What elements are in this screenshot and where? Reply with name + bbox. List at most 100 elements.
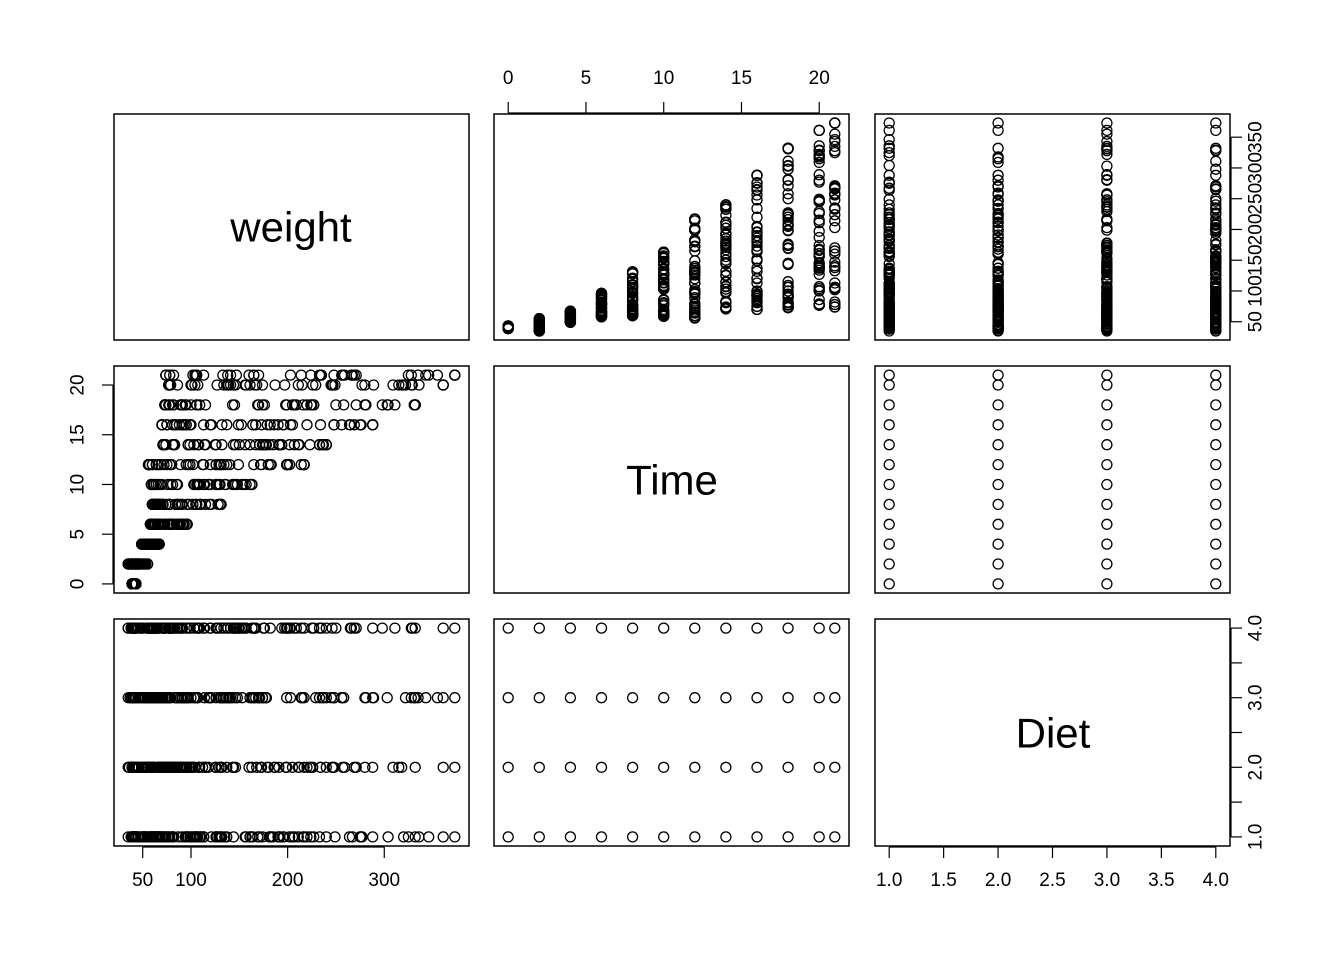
point-time-weight-151	[147, 538, 159, 550]
x-tick-label-diet-1.5: 1.5	[930, 870, 956, 891]
point-diet-weight-527	[227, 831, 240, 843]
point-time-weight-613	[222, 369, 234, 381]
point-time-weight-528	[292, 379, 304, 391]
point-diet-time-1-4	[564, 831, 577, 843]
point-weight-diet-613	[1210, 261, 1222, 274]
point-time-weight-510	[389, 399, 401, 411]
point-weight-diet-547	[1101, 174, 1113, 186]
point-time-diet-18-4	[1210, 399, 1222, 411]
point-weight-time-526	[813, 281, 825, 293]
point-weight-time-277	[658, 298, 670, 310]
point-diet-weight-514	[350, 622, 362, 634]
point-weight-diet-576	[883, 209, 895, 221]
point-diet-weight-424	[343, 831, 356, 843]
panel-time-vs-diet	[874, 365, 1231, 594]
point-time-weight-595	[252, 369, 265, 381]
point-time-diet-10-4	[1210, 478, 1222, 491]
point-weight-time-613	[829, 261, 841, 274]
point-time-weight-512	[330, 399, 342, 411]
point-weight-diet-525	[883, 262, 895, 274]
point-weight-diet-543	[992, 285, 1004, 297]
point-weight-time-553	[813, 148, 825, 161]
point-time-weight-534	[393, 379, 405, 391]
point-time-diet-6-3	[1101, 518, 1113, 530]
point-time-diet-21-4	[1210, 369, 1222, 381]
top-tick-label-time-20: 20	[809, 68, 830, 89]
point-time-weight-458	[184, 419, 196, 431]
point-time-weight-251	[212, 498, 224, 511]
x-tick-label-diet-1.0: 1.0	[876, 870, 902, 891]
point-diet-weight-544	[437, 761, 449, 773]
point-diet-time-2-21	[829, 761, 841, 773]
point-diet-weight-492	[409, 761, 421, 773]
point-time-weight-442	[247, 419, 259, 431]
point-time-weight-256	[173, 498, 186, 511]
point-time-weight-409	[227, 439, 240, 451]
point-time-weight-587	[328, 369, 340, 381]
point-weight-time-577	[829, 281, 841, 293]
point-time-diet-16-3	[1101, 419, 1113, 431]
point-diet-weight-64	[122, 831, 134, 843]
point-diet-weight-438	[255, 761, 268, 773]
point-weight-time-538	[813, 231, 825, 244]
point-diet-weight-525	[221, 831, 233, 843]
point-time-weight-455	[344, 419, 357, 431]
point-weight-time-596	[829, 265, 841, 277]
point-time-weight-100	[128, 558, 140, 570]
point-diet-time-3-12	[689, 692, 701, 704]
point-diet-weight-518	[409, 622, 421, 634]
point-weight-diet-606	[1210, 256, 1222, 268]
point-time-weight-154	[153, 538, 165, 550]
point-time-weight-343	[180, 458, 192, 471]
point-diet-weight-571	[163, 622, 175, 634]
panel-diet-vs-weight	[113, 618, 470, 847]
point-time-weight-536	[387, 379, 399, 391]
point-weight-time-347	[689, 260, 701, 273]
point-diet-weight-557	[437, 692, 449, 704]
point-time-weight-347	[224, 458, 236, 471]
point-time-weight-98	[136, 558, 148, 570]
point-weight-time-405	[720, 222, 732, 234]
point-time-weight-355	[150, 458, 162, 471]
point-weight-time-362	[689, 213, 701, 225]
point-time-weight-259	[146, 498, 159, 511]
point-time-weight-577	[191, 369, 203, 381]
point-weight-time-576	[829, 209, 841, 221]
point-weight-time-207	[595, 311, 608, 323]
point-weight-time-542	[813, 257, 825, 269]
point-diet-weight-607	[405, 622, 417, 634]
point-weight-diet-414	[1210, 199, 1222, 211]
point-diet-weight-535	[307, 761, 319, 773]
point-diet-weight-507	[191, 622, 203, 634]
point-weight-time-496	[782, 160, 794, 172]
point-time-weight-608	[345, 369, 358, 381]
right-tick-label-weight-200: 200	[1246, 214, 1267, 246]
point-weight-diet-433	[992, 220, 1004, 233]
point-time-diet-14-1	[883, 439, 895, 451]
point-time-weight-612	[248, 369, 260, 381]
point-diet-weight-524	[397, 831, 410, 843]
panel-weight-vs-time	[493, 113, 850, 341]
point-weight-time-612	[829, 245, 841, 257]
right-tick-label-diet-1.0: 1.0	[1246, 824, 1267, 850]
point-time-diet-21-3	[1101, 369, 1113, 381]
point-diet-weight-580	[402, 831, 415, 843]
point-diet-weight-576	[305, 831, 317, 843]
point-time-weight-496	[381, 399, 393, 411]
point-weight-diet-386	[992, 216, 1004, 228]
point-time-weight-519	[159, 399, 171, 411]
point-diet-weight-368	[210, 831, 222, 843]
point-diet-weight-508	[194, 622, 206, 634]
point-weight-time-205	[595, 292, 608, 305]
point-time-weight-518	[409, 399, 421, 411]
point-weight-diet-473	[883, 242, 895, 255]
point-diet-time-4-12	[689, 622, 701, 634]
point-diet-weight-528	[292, 831, 304, 843]
point-time-weight-362	[298, 458, 310, 471]
point-diet-time-3-21	[829, 692, 841, 704]
point-time-weight-443	[221, 419, 233, 431]
point-weight-time-102	[533, 313, 545, 325]
point-diet-weight-513	[290, 622, 302, 634]
point-time-weight-413	[288, 439, 301, 451]
point-time-weight-356	[158, 458, 170, 471]
